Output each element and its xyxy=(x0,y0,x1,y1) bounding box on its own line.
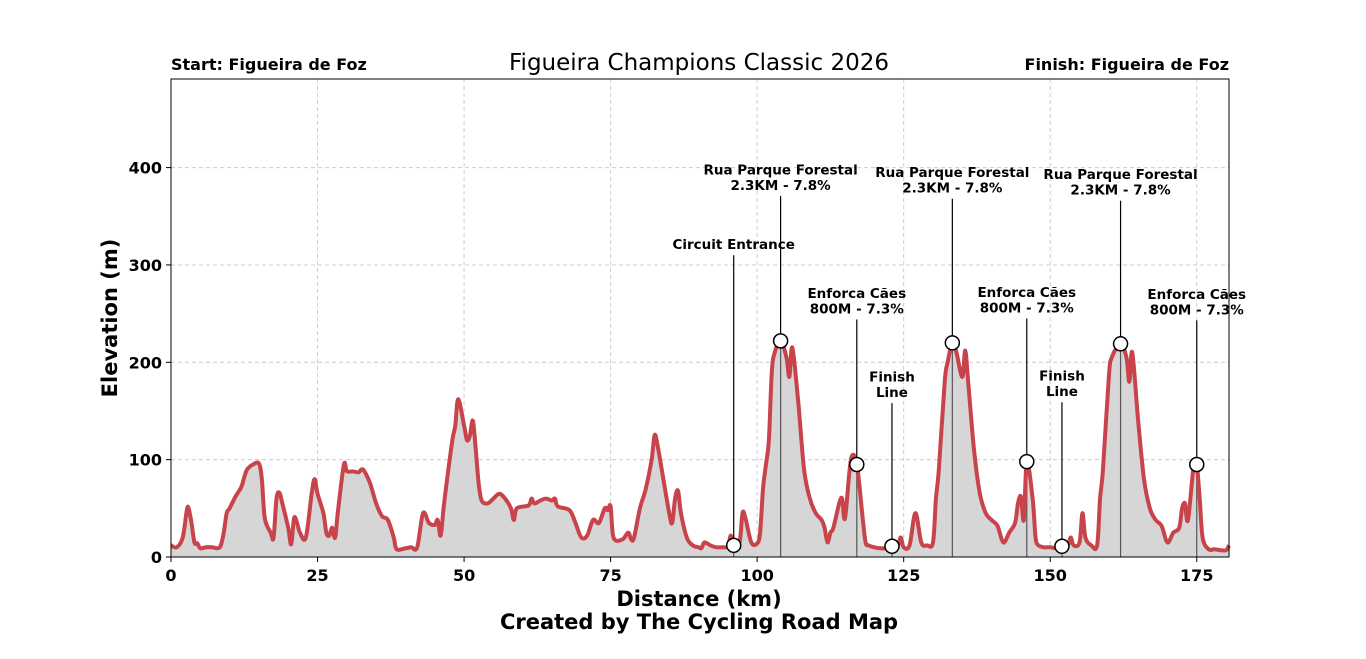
climb-marker xyxy=(725,537,742,554)
annotation-label: 2.3KM - 7.8% xyxy=(1070,183,1171,199)
x-tick-label: 100 xyxy=(740,566,773,585)
annotation-label: Circuit Entrance xyxy=(672,237,794,253)
grid xyxy=(171,79,1229,557)
x-tick-label: 75 xyxy=(599,566,621,585)
x-tick-label: 25 xyxy=(306,566,328,585)
annotation-label: 800M - 7.3% xyxy=(810,301,905,317)
annotation-label: Finish xyxy=(869,370,915,386)
start-label: Start: Figueira de Foz xyxy=(171,55,367,74)
x-tick-label: 175 xyxy=(1180,566,1213,585)
climb-marker xyxy=(772,333,789,349)
plot-frame xyxy=(170,78,1230,558)
annotation-label: Finish xyxy=(1039,369,1085,385)
annotation: Circuit Entrance xyxy=(672,237,795,554)
annotation-label: Rua Parque Forestal xyxy=(1043,167,1197,183)
y-tick-label: 400 xyxy=(129,159,162,178)
climb-marker xyxy=(1189,456,1205,473)
credit-text: Created by The Cycling Road Map xyxy=(500,610,898,634)
elevation-fill-area xyxy=(171,340,1229,557)
annotation-label: 800M - 7.3% xyxy=(980,300,1075,316)
climb-marker xyxy=(884,538,900,555)
y-tick-label: 100 xyxy=(129,451,162,470)
y-tick-label: 200 xyxy=(129,353,162,372)
y-tick-label: 0 xyxy=(151,548,162,567)
climb-marker xyxy=(944,335,961,351)
chart-title: Figueira Champions Classic 2026 xyxy=(509,50,889,76)
x-tick-label: 50 xyxy=(453,566,475,585)
annotation-label: 2.3KM - 7.8% xyxy=(902,181,1003,197)
climb-marker xyxy=(1054,538,1070,555)
x-tick-label: 0 xyxy=(165,566,176,585)
climb-marker xyxy=(849,456,865,473)
x-tick-label: 125 xyxy=(887,566,920,585)
annotation-label: Enforca Cães xyxy=(977,285,1076,301)
annotation-label: Line xyxy=(876,385,908,401)
elevation-line xyxy=(170,338,1231,553)
annotation-label: Rua Parque Forestal xyxy=(875,165,1029,181)
x-axis-label: Distance (km) xyxy=(616,587,781,611)
axis-ticks: 0 25 50 75 100 125 150 175 0 100 200 300 400 xyxy=(129,159,1214,585)
annotation-label: 800M - 7.3% xyxy=(1150,302,1245,318)
x-tick-label: 150 xyxy=(1034,566,1067,585)
climb-marker xyxy=(1019,453,1035,470)
annotation-label: 2.3KM - 7.8% xyxy=(730,178,831,194)
y-axis-label: Elevation (m) xyxy=(98,239,122,398)
annotation-label: Enforca Cães xyxy=(1147,287,1246,303)
annotation-label: Rua Parque Forestal xyxy=(703,162,857,178)
climb-marker xyxy=(1112,336,1129,352)
finish-label: Finish: Figueira de Foz xyxy=(1025,55,1229,74)
annotation-label: Enforca Cães xyxy=(807,286,906,302)
y-tick-label: 300 xyxy=(129,256,162,275)
annotation-label: Line xyxy=(1046,384,1078,400)
